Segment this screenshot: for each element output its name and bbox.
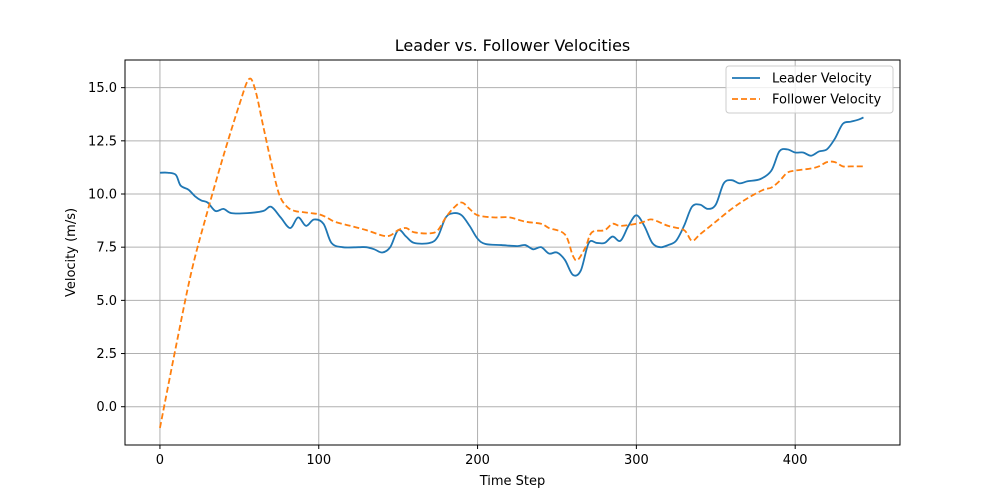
- leader-velocity-line: [159, 116, 864, 277]
- series-layer: [159, 77, 864, 429]
- x-tick-label: 400: [783, 453, 808, 468]
- y-tick-label: 5.0: [96, 294, 117, 309]
- plot-frame: [124, 59, 901, 446]
- y-tick-label: 2.5: [96, 347, 117, 362]
- y-tick-label: 12.5: [88, 134, 117, 149]
- ticks: 0 100 200 300 400 0.0 2.5 5.0 7.5 10.0 12.5 15.0: [88, 81, 808, 468]
- legend-label-leader: Leader Velocity: [772, 72, 872, 87]
- x-tick-label: 100: [306, 453, 331, 468]
- x-tick-label: 0: [156, 453, 164, 468]
- legend: Leader Velocity Follower Velocity: [725, 65, 894, 114]
- grid: [125, 60, 900, 445]
- y-axis-label: Velocity (m/s): [64, 208, 79, 297]
- follower-velocity-line: [159, 77, 864, 429]
- y-tick-label: 10.0: [88, 188, 117, 203]
- legend-label-follower: Follower Velocity: [772, 93, 882, 108]
- y-tick-label: 0.0: [96, 400, 117, 415]
- legend-box: [725, 65, 894, 114]
- x-tick-label: 200: [465, 453, 490, 468]
- x-axis-label: Time Step: [479, 474, 546, 489]
- x-tick-label: 300: [624, 453, 649, 468]
- y-tick-label: 7.5: [96, 241, 117, 256]
- y-tick-label: 15.0: [88, 81, 117, 96]
- chart-title: Leader vs. Follower Velocities: [395, 36, 631, 55]
